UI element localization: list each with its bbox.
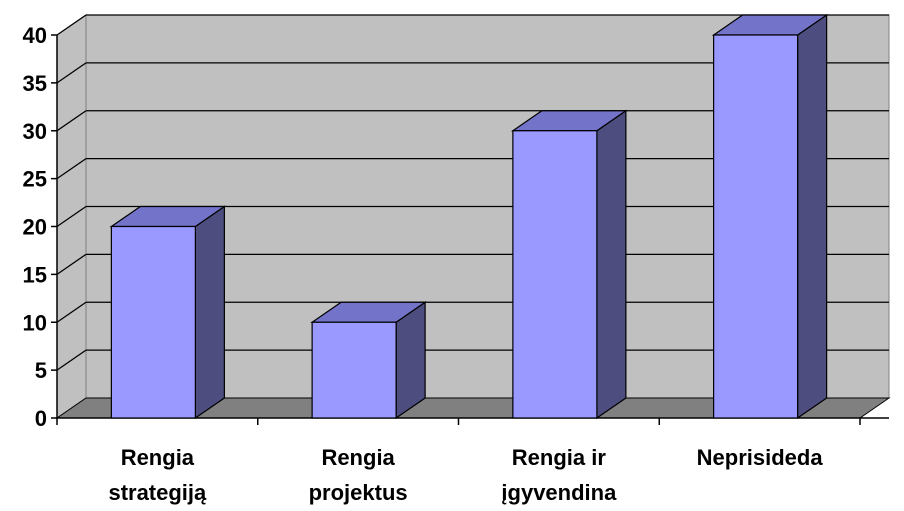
x-category-label: Rengia projektus [309,445,408,505]
bar-side [596,109,627,420]
gridline-side [56,158,87,180]
bar-side [194,205,225,420]
x-category-label-line: projektus [309,480,408,505]
gridline-side [56,253,87,275]
x-category-label-line: Rengia [121,445,195,470]
gridline-side [56,349,87,371]
bars [109,13,829,420]
gridline-side [56,62,87,84]
gridline-side [56,301,87,323]
x-category-label-line: Rengia ir [512,445,607,470]
bar-front [110,225,196,419]
bar [510,109,628,420]
gridline-side [56,110,87,132]
x-category-label: Neprisideda [697,445,824,470]
y-tick-label: 5 [35,358,47,383]
y-tick-label: 0 [35,406,47,431]
y-tick-label: 25 [23,167,47,192]
x-category-label: Rengia strategiją [108,445,207,505]
y-tick-label: 10 [23,310,47,335]
x-category-labels: Rengia strategiją Rengia projektus Rengia ir… [108,445,823,505]
bar-side [797,13,828,420]
y-tick-label: 35 [23,71,47,96]
bar [711,13,829,420]
x-category-label-line: įgyvendina [501,480,617,505]
x-category-label-line: Neprisideda [697,445,824,470]
bar [109,205,227,420]
bar-front [311,321,397,419]
x-category-label-line: strategiją [108,480,207,505]
y-tick-label: 40 [23,23,47,48]
x-category-label: Rengia ir įgyvendina [501,445,617,505]
bar-front [512,130,598,419]
y-tick-labels: 0 5 10 15 20 25 30 35 40 [23,23,47,431]
x-category-label-line: Rengia [321,445,395,470]
y-tick-label: 30 [23,119,47,144]
gridline-side [56,205,87,228]
y-tick-label: 20 [23,215,47,240]
bar [310,301,428,420]
bar-front [713,34,799,419]
y-tick-label: 15 [23,262,47,287]
gridline-side [56,14,87,36]
